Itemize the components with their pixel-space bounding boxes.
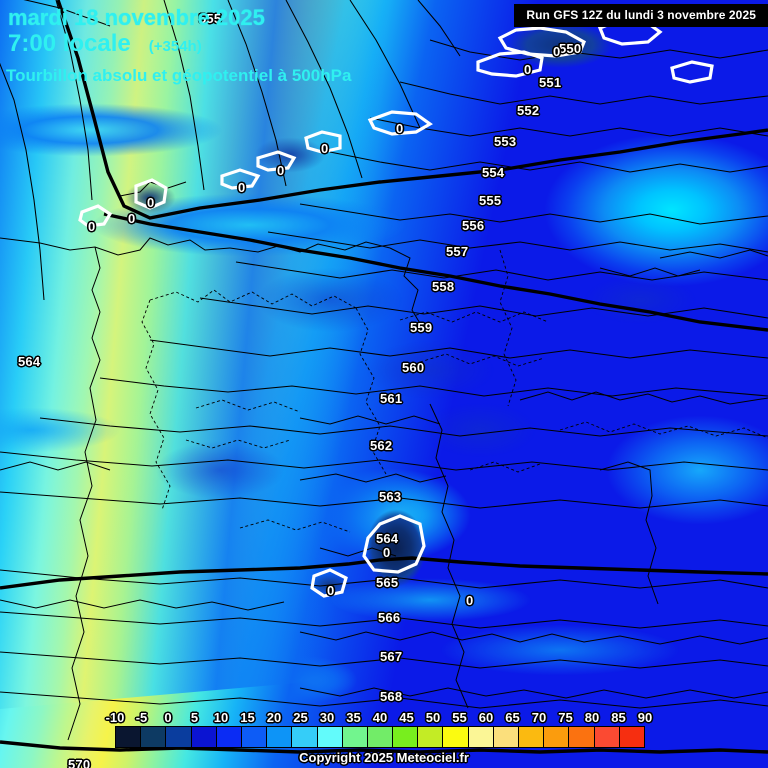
geopotential-contour-label: 558 (432, 279, 455, 294)
colorbar-swatch (569, 727, 595, 747)
geopotential-contour-label: 565 (376, 575, 399, 590)
colorbar-tick: 50 (425, 710, 441, 725)
colorbar-swatch (443, 727, 469, 747)
colorbar-tick: 25 (293, 710, 308, 725)
colorbar-tick: -10 (105, 710, 125, 725)
colorbar-tick: 30 (319, 710, 335, 725)
geopotential-contour-label: 560 (402, 360, 425, 375)
geopotential-contour-label: 564 (376, 531, 399, 546)
vorticity-zero-label: 0 (383, 545, 391, 560)
colorbar-swatch (393, 727, 419, 747)
colorbar-tick: 20 (266, 710, 282, 725)
forecast-date: mardi 18 novembre 2025 (8, 5, 265, 30)
colorbar-swatch (493, 727, 519, 747)
colorbar-tick: 80 (584, 710, 600, 725)
geopotential-contour-label: 554 (482, 165, 505, 180)
forecast-time-row: 7:00 locale (+354h) (8, 30, 202, 58)
vorticity-zero-label: 0 (238, 180, 246, 195)
colorbar-tick: 0 (164, 710, 172, 725)
colorbar-swatch (418, 727, 444, 747)
colorbar-swatch (619, 727, 644, 747)
colorbar-tick: 85 (611, 710, 626, 725)
colorbar-tick: 75 (558, 710, 573, 725)
geopotential-contour-label: 562 (370, 438, 393, 453)
forecast-time: 7:00 locale (8, 30, 131, 57)
colorbar-tick: 15 (240, 710, 255, 725)
colorbar-tick: 40 (372, 710, 388, 725)
colorbar-tick: 55 (452, 710, 467, 725)
vorticity-zero-label: 0 (147, 195, 155, 210)
geopotential-contour-label: 561 (380, 391, 403, 406)
colorbar-tick: 5 (190, 710, 199, 725)
geopotential-contour-label: 566 (378, 610, 401, 625)
vorticity-zero-label: 0 (524, 62, 532, 77)
colorbar-tick: 60 (478, 710, 494, 725)
model-run-label: Run GFS 12Z du lundi 3 novembre 2025 (514, 4, 768, 27)
colorbar-swatch (166, 727, 192, 747)
colorbar-tick-labels: -10 -5 0 5 10 15 20 25 30 35 40 45 50 55 60 65 70 75 80 85 9… (106, 710, 653, 726)
country-borders (141, 249, 768, 533)
vorticity-zero-label: 0 (553, 44, 561, 59)
parameter-title: Tourbillon absolu et géopotentiel à 500h… (6, 66, 352, 85)
colorbar-tick: 10 (213, 710, 229, 725)
geopotential-contour-label: 570 (68, 757, 91, 768)
geopotential-contour-label: 555 (479, 193, 502, 208)
colorbar (115, 726, 645, 748)
geopotential-contour-label: 567 (380, 649, 403, 664)
vorticity-zero-label: 0 (466, 593, 474, 608)
geopotential-contour-label: 551 (539, 75, 562, 90)
colorbar-tick: 70 (531, 710, 547, 725)
colorbar-swatch (292, 727, 318, 747)
colorbar-swatch (191, 727, 217, 747)
geopotential-contour-label: 556 (462, 218, 485, 233)
colorbar-tick: 90 (637, 710, 653, 725)
colorbar-swatch (317, 727, 343, 747)
copyright-notice: Copyright 2025 Meteociel.fr (299, 750, 469, 765)
geopotential-contour-label: 557 (446, 244, 469, 259)
colorbar-swatch (216, 727, 242, 747)
geopotential-contour-label: 564 (18, 354, 41, 369)
colorbar-swatch (594, 727, 620, 747)
forecast-lead-time: (+354h) (148, 38, 202, 55)
geopotential-contour-label: 559 (410, 320, 433, 335)
geopotential-contour-label: 550 (559, 41, 582, 56)
vorticity-zero-label: 0 (88, 219, 96, 234)
coastlines (0, 181, 768, 741)
colorbar-tick: 45 (399, 710, 414, 725)
vorticity-zero-label: 0 (396, 121, 404, 136)
geopotential-contour-label: 563 (379, 489, 402, 504)
colorbar-swatch (367, 727, 394, 747)
colorbar-tick: 65 (505, 710, 520, 725)
vorticity-zero-contours (78, 18, 714, 598)
geopotential-contour-label: 552 (517, 103, 540, 118)
geopotential-contour-label: 568 (380, 689, 403, 704)
colorbar-swatch (468, 727, 494, 747)
colorbar-swatch (241, 727, 268, 747)
colorbar-tick: 35 (346, 710, 361, 725)
colorbar-swatch (544, 727, 570, 747)
geopotential-contour-label: 553 (494, 134, 517, 149)
vorticity-zero-label: 0 (277, 163, 285, 178)
colorbar-tick: -5 (135, 710, 148, 725)
colorbar-swatch (342, 727, 368, 747)
colorbar-swatch (519, 727, 545, 747)
vorticity-zero-label: 0 (128, 211, 136, 226)
colorbar-swatch (267, 727, 293, 747)
geopotential-contour-label: 555 (199, 11, 222, 26)
colorbar-swatch (141, 727, 167, 747)
vorticity-zero-label: 0 (321, 141, 329, 156)
vorticity-zero-label: 0 (327, 583, 335, 598)
colorbar-swatch (116, 727, 142, 747)
